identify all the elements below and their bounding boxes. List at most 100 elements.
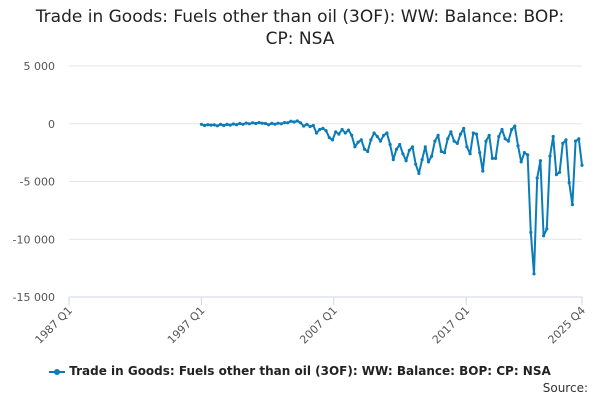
data-point[interactable]	[535, 176, 539, 180]
data-point[interactable]	[503, 137, 507, 141]
data-point[interactable]	[251, 121, 255, 125]
data-point[interactable]	[212, 123, 216, 127]
data-point[interactable]	[324, 129, 328, 133]
data-point[interactable]	[235, 123, 239, 127]
data-point[interactable]	[414, 162, 418, 166]
data-point[interactable]	[318, 127, 322, 132]
data-point[interactable]	[231, 122, 235, 126]
data-point[interactable]	[567, 181, 571, 185]
data-point[interactable]	[439, 149, 443, 154]
data-point[interactable]	[561, 141, 565, 145]
data-point[interactable]	[468, 152, 472, 156]
data-point[interactable]	[580, 163, 584, 167]
data-point[interactable]	[404, 159, 408, 163]
data-point[interactable]	[311, 123, 315, 128]
data-point[interactable]	[282, 121, 287, 125]
data-point[interactable]	[375, 134, 379, 139]
data-point[interactable]	[436, 133, 440, 137]
data-point[interactable]	[228, 123, 232, 127]
data-point[interactable]	[423, 145, 427, 149]
data-point[interactable]	[330, 138, 335, 142]
data-point[interactable]	[417, 171, 421, 175]
data-point[interactable]	[506, 139, 510, 143]
data-point[interactable]	[378, 139, 383, 143]
data-point[interactable]	[449, 130, 453, 134]
data-point[interactable]	[366, 149, 370, 154]
data-point[interactable]	[554, 173, 559, 177]
data-point[interactable]	[481, 169, 485, 173]
data-point[interactable]	[442, 151, 447, 155]
data-point[interactable]	[295, 119, 299, 123]
data-point[interactable]	[382, 133, 386, 137]
data-point[interactable]	[314, 131, 319, 135]
data-point[interactable]	[465, 145, 469, 149]
data-point[interactable]	[369, 138, 373, 142]
data-point[interactable]	[289, 119, 293, 123]
data-point[interactable]	[407, 148, 411, 152]
data-point[interactable]	[308, 125, 312, 129]
data-point[interactable]	[279, 122, 283, 126]
data-point[interactable]	[305, 122, 309, 126]
data-point[interactable]	[292, 120, 296, 124]
data-point[interactable]	[513, 124, 517, 128]
data-point[interactable]	[430, 154, 434, 158]
data-point[interactable]	[215, 124, 219, 128]
data-point[interactable]	[558, 170, 562, 174]
data-point[interactable]	[206, 123, 210, 127]
data-point[interactable]	[542, 234, 546, 238]
data-point[interactable]	[359, 138, 363, 142]
data-point[interactable]	[478, 151, 482, 155]
data-point[interactable]	[247, 122, 251, 126]
data-point[interactable]	[455, 141, 459, 145]
data-point[interactable]	[401, 152, 405, 156]
data-point[interactable]	[244, 121, 248, 125]
data-point[interactable]	[500, 127, 504, 132]
data-point[interactable]	[302, 124, 306, 128]
data-point[interactable]	[254, 121, 258, 126]
data-point[interactable]	[270, 121, 274, 125]
data-point[interactable]	[219, 122, 223, 126]
data-point[interactable]	[337, 132, 341, 136]
data-point[interactable]	[356, 140, 360, 144]
data-point[interactable]	[494, 156, 498, 160]
data-point[interactable]	[471, 131, 475, 135]
data-point[interactable]	[238, 121, 242, 126]
data-point[interactable]	[199, 122, 203, 126]
data-point[interactable]	[551, 134, 555, 139]
data-point[interactable]	[298, 121, 303, 125]
data-point[interactable]	[497, 134, 501, 139]
data-point[interactable]	[394, 147, 399, 151]
data-point[interactable]	[570, 203, 575, 207]
data-point[interactable]	[321, 126, 325, 130]
data-point[interactable]	[545, 227, 549, 231]
data-point[interactable]	[388, 142, 392, 147]
data-point[interactable]	[343, 131, 347, 135]
data-point[interactable]	[548, 154, 552, 158]
data-point[interactable]	[385, 131, 389, 135]
data-point[interactable]	[458, 132, 463, 136]
data-point[interactable]	[372, 131, 376, 135]
data-point[interactable]	[276, 121, 280, 125]
data-point[interactable]	[410, 145, 415, 149]
data-point[interactable]	[532, 272, 536, 276]
data-point[interactable]	[526, 153, 530, 157]
data-point[interactable]	[327, 136, 331, 140]
data-point[interactable]	[522, 151, 527, 155]
data-point[interactable]	[426, 160, 431, 164]
data-point[interactable]	[538, 159, 543, 163]
data-point[interactable]	[286, 121, 290, 125]
data-point[interactable]	[222, 123, 226, 128]
data-point[interactable]	[462, 126, 466, 130]
data-point[interactable]	[225, 122, 229, 126]
data-point[interactable]	[260, 121, 264, 125]
data-point[interactable]	[334, 130, 338, 134]
data-point[interactable]	[391, 158, 395, 162]
data-point[interactable]	[446, 137, 450, 141]
data-point[interactable]	[420, 158, 424, 162]
data-point[interactable]	[267, 123, 271, 127]
data-point[interactable]	[353, 145, 357, 149]
data-point[interactable]	[263, 121, 267, 126]
data-point[interactable]	[362, 147, 367, 151]
data-point[interactable]	[574, 139, 578, 143]
data-point[interactable]	[350, 133, 354, 137]
